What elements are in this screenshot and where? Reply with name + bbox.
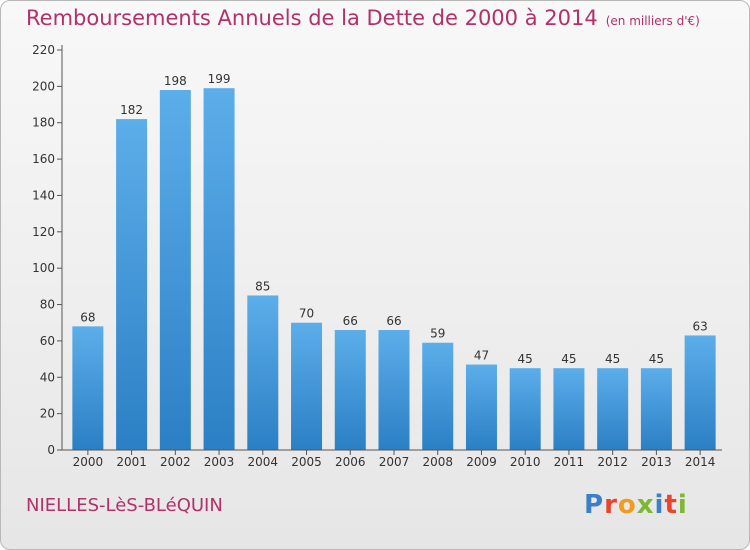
bar-value-label: 45	[649, 352, 664, 366]
logo-letter: i	[654, 490, 665, 520]
proxiti-logo: Proxiti	[584, 490, 688, 520]
bars: 68 182 198 199 85 70 66 66 59 47 45 45 45 45 63	[72, 72, 716, 450]
bar-value-label: 45	[561, 352, 576, 366]
logo-letter: P	[584, 490, 605, 520]
bar-value-label: 59	[430, 327, 445, 341]
x-tick-label: 2001	[116, 455, 147, 469]
bar	[378, 330, 410, 450]
bar	[597, 368, 629, 450]
bar-value-label: 198	[164, 74, 187, 88]
bar-value-label: 68	[80, 310, 95, 324]
x-tick-label: 2011	[554, 455, 585, 469]
chart-title: Remboursements Annuels de la Dette de 20…	[26, 6, 700, 30]
bar	[72, 326, 104, 450]
x-tick-label: 2012	[597, 455, 628, 469]
y-tick-label: 220	[32, 43, 55, 57]
bar	[465, 364, 497, 450]
x-tick-label: 2008	[422, 455, 453, 469]
bar	[334, 330, 366, 450]
chart-unit: (en milliers d'€)	[605, 14, 700, 28]
bar-value-label: 63	[692, 319, 707, 333]
y-tick-label: 160	[32, 152, 55, 166]
y-tick-label: 80	[40, 298, 55, 312]
y-tick-label: 120	[32, 225, 55, 239]
x-tick-label: 2005	[291, 455, 322, 469]
x-tick-label: 2003	[204, 455, 235, 469]
x-tick-label: 2007	[379, 455, 410, 469]
x-tick-label: 2013	[641, 455, 672, 469]
x-axis: 2000 2001 2002 2003 2004 2005 2006 2007 2008 2009…	[62, 449, 722, 469]
logo-letter: i	[677, 490, 688, 520]
y-tick-label: 180	[32, 116, 55, 130]
logo-letter: t	[664, 490, 678, 520]
y-tick-label: 20	[40, 407, 55, 421]
y-tick-label: 200	[32, 79, 55, 93]
x-tick-label: 2004	[248, 455, 279, 469]
logo-letter: o	[617, 490, 637, 520]
bar-value-label: 70	[299, 307, 314, 321]
bar	[203, 88, 235, 450]
bar-value-label: 45	[605, 352, 620, 366]
y-tick-label: 60	[40, 334, 55, 348]
x-tick-label: 2006	[335, 455, 366, 469]
y-tick-label: 0	[47, 443, 55, 457]
x-tick-label: 2000	[73, 455, 104, 469]
bar	[509, 368, 541, 450]
logo-letter: r	[604, 490, 618, 520]
y-axis: 0 20 40 60 80 100 120 140 160 180 200 220	[32, 43, 63, 457]
chart-title-text: Remboursements Annuels de la Dette de 20…	[26, 6, 598, 30]
logo-letter: x	[636, 490, 655, 520]
bar	[291, 322, 323, 450]
bar	[640, 368, 672, 450]
bar-value-label: 199	[208, 72, 231, 86]
bar	[159, 90, 191, 450]
bar	[553, 368, 585, 450]
bar	[684, 335, 716, 450]
bar	[116, 119, 148, 450]
x-tick-label: 2002	[160, 455, 191, 469]
bar	[422, 342, 454, 450]
bar-value-label: 66	[343, 314, 358, 328]
x-tick-label: 2014	[685, 455, 716, 469]
bar-value-label: 85	[255, 279, 270, 293]
bar-value-label: 182	[120, 103, 143, 117]
y-tick-label: 100	[32, 261, 55, 275]
bar-value-label: 45	[518, 352, 533, 366]
y-tick-label: 40	[40, 370, 55, 384]
bar-value-label: 66	[386, 314, 401, 328]
x-tick-label: 2009	[466, 455, 497, 469]
bar	[247, 295, 279, 450]
x-tick-label: 2010	[510, 455, 541, 469]
bar-value-label: 47	[474, 349, 489, 363]
y-tick-label: 140	[32, 188, 55, 202]
town-name: NIELLES-LèS-BLéQUIN	[26, 495, 223, 516]
